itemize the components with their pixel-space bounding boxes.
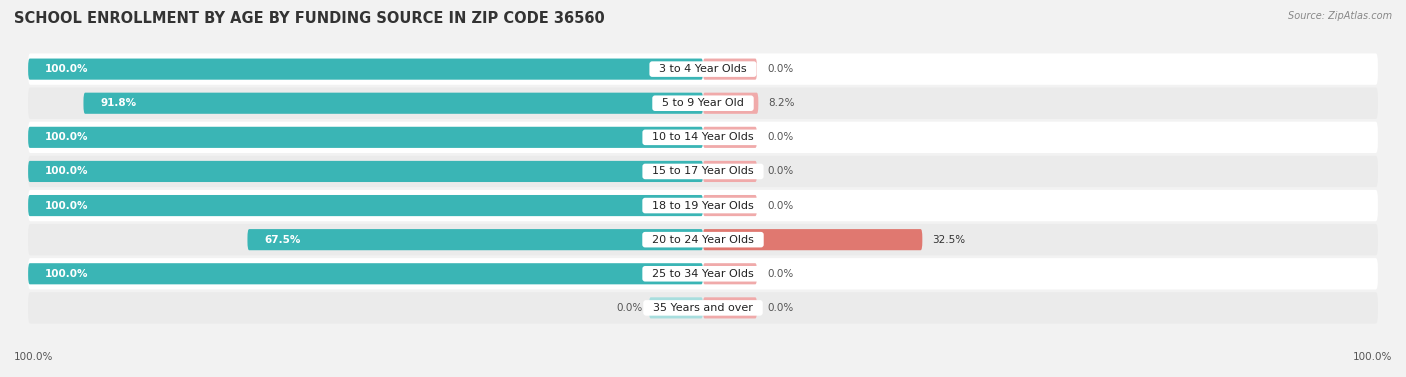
FancyBboxPatch shape: [28, 258, 1378, 290]
FancyBboxPatch shape: [703, 93, 758, 114]
Text: 100.0%: 100.0%: [45, 64, 89, 74]
FancyBboxPatch shape: [28, 292, 1378, 323]
Text: 8.2%: 8.2%: [769, 98, 794, 108]
Text: 100.0%: 100.0%: [14, 352, 53, 362]
Text: SCHOOL ENROLLMENT BY AGE BY FUNDING SOURCE IN ZIP CODE 36560: SCHOOL ENROLLMENT BY AGE BY FUNDING SOUR…: [14, 11, 605, 26]
Text: 100.0%: 100.0%: [45, 201, 89, 211]
FancyBboxPatch shape: [28, 190, 1378, 221]
FancyBboxPatch shape: [703, 297, 756, 319]
Text: 100.0%: 100.0%: [45, 166, 89, 176]
FancyBboxPatch shape: [28, 263, 703, 284]
Text: 0.0%: 0.0%: [768, 132, 793, 143]
FancyBboxPatch shape: [28, 224, 1378, 255]
FancyBboxPatch shape: [28, 161, 703, 182]
Text: 5 to 9 Year Old: 5 to 9 Year Old: [655, 98, 751, 108]
FancyBboxPatch shape: [703, 161, 756, 182]
FancyBboxPatch shape: [28, 58, 703, 80]
FancyBboxPatch shape: [703, 229, 922, 250]
FancyBboxPatch shape: [28, 87, 1378, 119]
FancyBboxPatch shape: [650, 297, 703, 319]
FancyBboxPatch shape: [28, 54, 1378, 85]
Text: 3 to 4 Year Olds: 3 to 4 Year Olds: [652, 64, 754, 74]
Text: 20 to 24 Year Olds: 20 to 24 Year Olds: [645, 234, 761, 245]
Text: 0.0%: 0.0%: [768, 303, 793, 313]
FancyBboxPatch shape: [28, 122, 1378, 153]
Text: 0.0%: 0.0%: [768, 64, 793, 74]
Text: 0.0%: 0.0%: [616, 303, 643, 313]
FancyBboxPatch shape: [703, 195, 756, 216]
FancyBboxPatch shape: [703, 127, 756, 148]
FancyBboxPatch shape: [247, 229, 703, 250]
Text: 100.0%: 100.0%: [1353, 352, 1392, 362]
FancyBboxPatch shape: [703, 263, 756, 284]
FancyBboxPatch shape: [28, 127, 703, 148]
Text: 25 to 34 Year Olds: 25 to 34 Year Olds: [645, 269, 761, 279]
Text: 15 to 17 Year Olds: 15 to 17 Year Olds: [645, 166, 761, 176]
Text: 18 to 19 Year Olds: 18 to 19 Year Olds: [645, 201, 761, 211]
Text: 100.0%: 100.0%: [45, 132, 89, 143]
Text: 10 to 14 Year Olds: 10 to 14 Year Olds: [645, 132, 761, 143]
Text: 0.0%: 0.0%: [768, 201, 793, 211]
Text: 91.8%: 91.8%: [100, 98, 136, 108]
Text: 32.5%: 32.5%: [932, 234, 966, 245]
Text: Source: ZipAtlas.com: Source: ZipAtlas.com: [1288, 11, 1392, 21]
FancyBboxPatch shape: [28, 156, 1378, 187]
Text: 0.0%: 0.0%: [768, 269, 793, 279]
Text: 35 Years and over: 35 Years and over: [647, 303, 759, 313]
FancyBboxPatch shape: [703, 58, 756, 80]
Text: 0.0%: 0.0%: [768, 166, 793, 176]
Text: 100.0%: 100.0%: [45, 269, 89, 279]
Text: 67.5%: 67.5%: [264, 234, 301, 245]
FancyBboxPatch shape: [83, 93, 703, 114]
FancyBboxPatch shape: [28, 195, 703, 216]
